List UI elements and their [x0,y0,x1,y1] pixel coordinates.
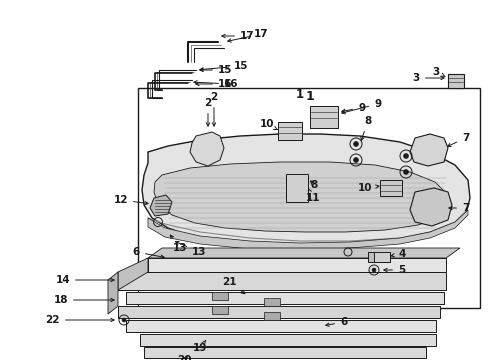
Bar [126,320,436,332]
Text: 13: 13 [175,241,206,257]
Circle shape [353,158,359,162]
Text: 6: 6 [133,247,164,258]
Bar [212,292,228,300]
Bar [380,180,402,196]
Text: 3: 3 [433,67,445,77]
Bar [148,258,446,272]
Text: 4: 4 [391,249,405,259]
Polygon shape [148,210,468,250]
Text: 11: 11 [305,189,320,203]
Polygon shape [118,258,148,290]
Bar [118,272,446,290]
Polygon shape [410,134,448,166]
Polygon shape [108,272,118,314]
Text: 18: 18 [53,295,114,305]
Text: 16: 16 [196,79,232,89]
Text: 17: 17 [228,29,269,42]
Text: 12: 12 [114,195,148,205]
Circle shape [403,170,409,175]
Bar [286,174,308,202]
Polygon shape [410,188,452,226]
Text: 10: 10 [260,119,277,130]
Text: 1: 1 [296,87,304,100]
Text: 14: 14 [55,275,114,285]
Text: 22: 22 [46,315,114,325]
Bar [264,298,280,306]
Text: 7: 7 [449,203,469,213]
Bar [310,106,338,128]
Text: 21: 21 [222,277,245,294]
Text: 19: 19 [193,340,207,353]
Polygon shape [150,195,172,216]
Text: 5: 5 [384,265,405,275]
Text: 7: 7 [447,133,469,147]
Text: 15: 15 [200,61,248,71]
Polygon shape [142,134,470,244]
Bar [118,306,440,318]
Text: 1: 1 [306,90,315,103]
Text: 16: 16 [194,79,239,89]
Text: 15: 15 [200,65,232,75]
Text: 9: 9 [342,99,381,114]
Text: 8: 8 [311,180,318,190]
Circle shape [122,318,126,322]
Bar [144,347,426,358]
Bar [264,312,280,320]
Text: 3: 3 [413,73,444,83]
Text: 6: 6 [326,317,347,327]
Bar [140,334,436,346]
Circle shape [353,141,359,147]
Text: 8: 8 [361,116,371,140]
Circle shape [403,153,409,158]
Polygon shape [148,248,460,258]
Circle shape [372,268,376,272]
Bar [278,122,302,140]
Polygon shape [190,132,224,166]
Bar [126,292,444,304]
Text: 13: 13 [171,235,187,253]
Text: 17: 17 [222,31,255,41]
Text: 10: 10 [358,183,379,193]
Bar [448,74,464,88]
Text: 20: 20 [177,355,191,360]
Text: 9: 9 [342,103,365,113]
Bar [212,306,228,314]
Bar [372,252,390,262]
Polygon shape [154,162,448,232]
Text: 2: 2 [210,92,218,126]
Bar [368,252,374,262]
Bar [138,88,480,308]
Text: 2: 2 [204,98,212,126]
